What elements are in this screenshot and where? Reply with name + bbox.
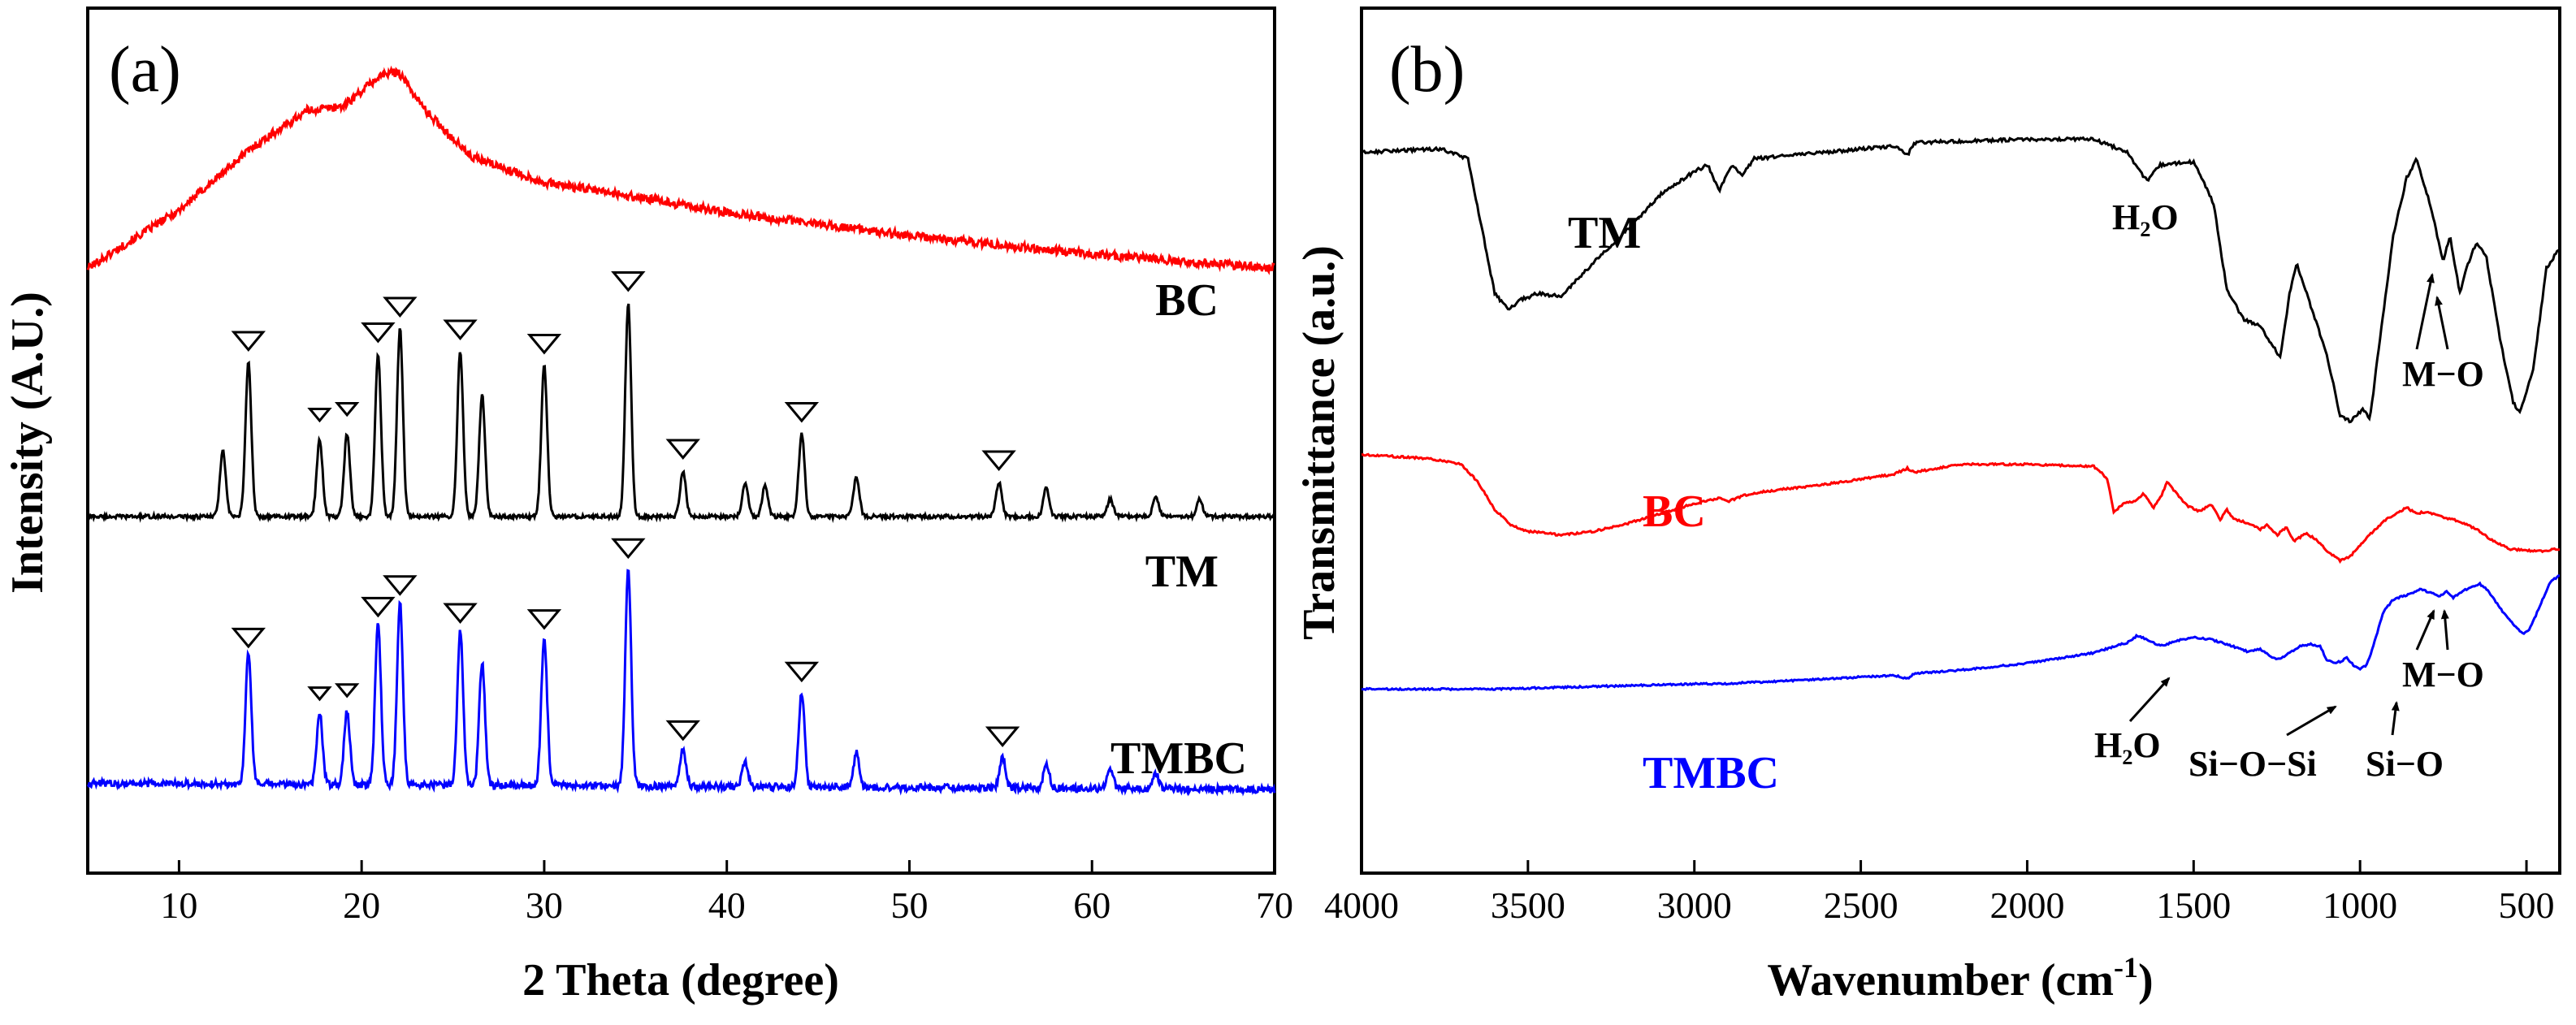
panel-a-peak-markers <box>231 271 1020 747</box>
peak-marker-tmbc <box>611 538 646 560</box>
panel-a-series-lines <box>86 65 1276 797</box>
panel-a: (a) 10 20 30 40 50 60 70 BC TM TMBC 2 Theta (d… <box>2 6 1293 1006</box>
peak-marker-tmbc <box>334 683 360 698</box>
x-tick-label: 3000 <box>1657 884 1732 926</box>
panel-b-x-axis-title: Wavenumber (cm-1) <box>1767 951 2153 1006</box>
peak-marker-tm <box>526 334 562 355</box>
peak-marker-tmbc <box>307 686 332 702</box>
x-tick-label: 40 <box>708 884 746 926</box>
panel-b-plot-frame <box>1360 6 2561 875</box>
panel-b-y-axis-title: Transmittance (a.u.) <box>1294 245 1344 640</box>
peak-marker-tmbc <box>784 661 820 683</box>
peak-marker-tmbc <box>361 596 396 618</box>
annotation-mo-tm: M−O <box>2402 354 2484 394</box>
peak-marker-tm <box>383 296 418 318</box>
series-line-tmbc-xrd <box>86 569 1276 797</box>
series-label-tmbc-ftir: TMBC <box>1643 748 1779 798</box>
panel-a-label: (a) <box>109 34 181 106</box>
peak-marker-tm <box>665 439 700 460</box>
annotation-h2o-tm: H₂O <box>2112 197 2179 237</box>
peak-marker-tmbc <box>231 627 266 649</box>
series-line-bc-ftir <box>1361 452 2561 564</box>
x-tick-label: 20 <box>343 884 380 926</box>
panel-a-x-axis: 10 20 30 40 50 60 70 <box>160 860 1293 926</box>
series-label-tm-xrd: TM <box>1145 547 1219 597</box>
panel-b-label: (b) <box>1389 34 1465 106</box>
peak-marker-tm <box>334 402 360 417</box>
series-line-tm-ftir <box>1361 136 2561 424</box>
annotation-h2o-tmbc: H₂O <box>2094 725 2161 765</box>
series-line-tm-xrd <box>86 303 1275 524</box>
peak-marker-tm <box>231 331 266 352</box>
series-label-bc-xrd: BC <box>1155 275 1219 326</box>
annotation-mo-tmbc: M−O <box>2402 655 2484 694</box>
series-line-bc-xrd <box>86 65 1275 275</box>
series-label-tm-ftir: TM <box>1568 208 1641 258</box>
x-tick-label: 60 <box>1073 884 1110 926</box>
x-tick-label: 2000 <box>1989 884 2064 926</box>
panel-b-x-axis-title-close: ) <box>2138 955 2154 1006</box>
panel-a-y-axis-title: Intensity (A.U.) <box>2 292 53 594</box>
x-tick-label: 2500 <box>1824 884 1898 926</box>
x-tick-label: 10 <box>160 884 197 926</box>
x-tick-label: 70 <box>1256 884 1293 926</box>
x-tick-label: 3500 <box>1491 884 1565 926</box>
arrow-si-o-si <box>2286 705 2337 737</box>
peak-marker-tmbc <box>526 609 562 630</box>
annotation-si-o: Si−O <box>2366 744 2444 784</box>
arrow-mo-tm-2 <box>2435 296 2449 350</box>
peak-marker-tm <box>361 322 396 344</box>
arrow-si-o <box>2391 701 2400 736</box>
x-tick-label: 1500 <box>2156 884 2231 926</box>
panel-b: (b) 4000 3500 3000 2500 2000 1500 1000 500 TM B… <box>1294 6 2561 1006</box>
panel-a-x-axis-title: 2 Theta (degree) <box>522 955 839 1006</box>
peak-marker-tmbc <box>443 603 478 624</box>
x-tick-label: 500 <box>2499 884 2555 926</box>
series-label-bc-ftir: BC <box>1643 487 1706 537</box>
peak-marker-tmbc <box>383 575 418 596</box>
series-line-tmbc-ftir <box>1361 574 2561 692</box>
x-tick-label: 50 <box>890 884 928 926</box>
peak-marker-tm <box>611 271 646 292</box>
x-tick-label: 4000 <box>1324 884 1399 926</box>
peak-marker-tm <box>784 402 820 423</box>
panel-b-x-axis: 4000 3500 3000 2500 2000 1500 1000 500 <box>1324 860 2555 926</box>
series-label-tmbc-xrd: TMBC <box>1110 733 1247 784</box>
peak-marker-tm <box>443 319 478 340</box>
peak-marker-tmbc <box>985 726 1020 747</box>
arrow-h2o-tmbc <box>2128 677 2171 723</box>
panel-a-plot-frame <box>86 6 1276 875</box>
arrow-mo-tm-1 <box>2415 273 2435 350</box>
peak-marker-tm <box>981 450 1016 471</box>
panel-b-x-axis-title-main: Wavenumber (cm <box>1767 955 2114 1006</box>
annotation-si-o-si: Si−O−Si <box>2189 744 2317 784</box>
x-tick-label: 30 <box>526 884 563 926</box>
peak-marker-tmbc <box>665 720 700 742</box>
arrow-mo-tmbc-1 <box>2415 609 2435 651</box>
panel-b-x-axis-title-sup: -1 <box>2114 951 2138 984</box>
peak-marker-tm <box>307 408 332 423</box>
panel-b-series-lines <box>1361 136 2561 692</box>
x-tick-label: 1000 <box>2323 884 2397 926</box>
arrow-mo-tmbc-2 <box>2440 609 2449 651</box>
